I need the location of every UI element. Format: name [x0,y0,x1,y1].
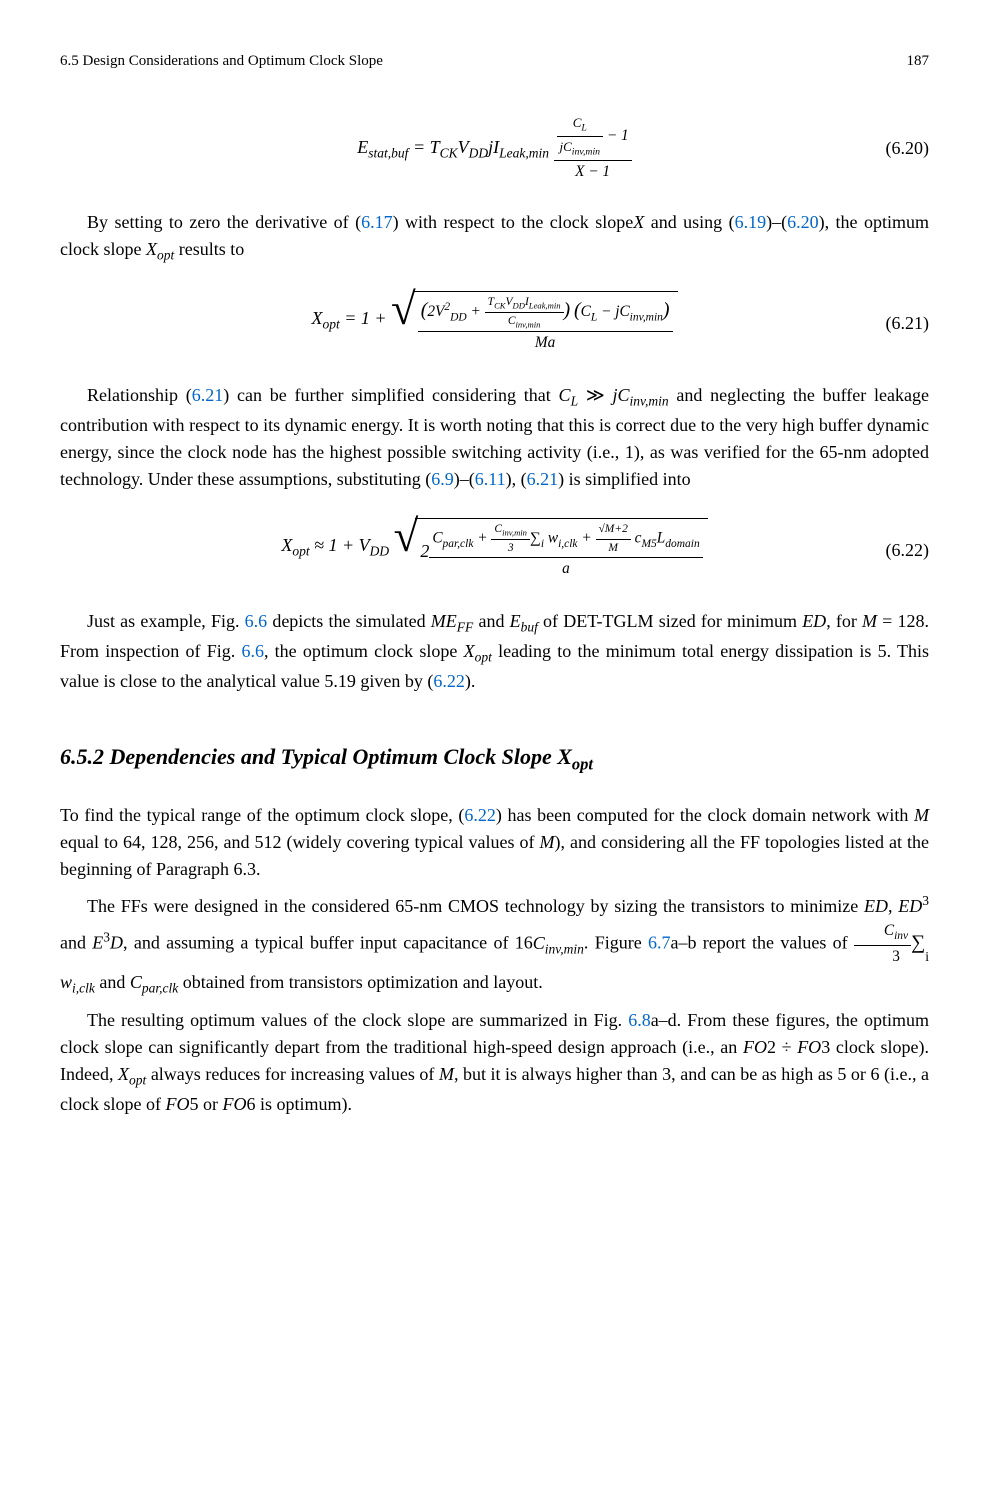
eq-number-6-20: (6.20) [886,135,930,162]
link-6-22[interactable]: 6.22 [433,671,465,691]
header-right: 187 [907,50,930,73]
link-fig-6-6a[interactable]: 6.6 [245,611,268,631]
link-6-11[interactable]: 6.11 [475,469,506,489]
section-heading-6-5-2: 6.5.2 Dependencies and Typical Optimum C… [60,740,929,777]
link-fig-6-8[interactable]: 6.8 [628,1010,651,1030]
link-6-21a[interactable]: 6.21 [192,385,224,405]
link-6-17[interactable]: 6.17 [361,212,393,232]
paragraph-1: By setting to zero the derivative of (6.… [60,209,929,266]
eq-number-6-21: (6.21) [886,310,930,337]
equation-6-22: Xopt ≈ 1 + VDD √ 2 Cpar,clk + Cinv,min3∑… [60,518,929,583]
paragraph-4: To find the typical range of the optimum… [60,802,929,883]
paragraph-5: The FFs were designed in the considered … [60,891,929,999]
link-6-9[interactable]: 6.9 [431,469,454,489]
paragraph-6: The resulting optimum values of the cloc… [60,1007,929,1118]
equation-6-20: Estat,buf = TCKVDDjILeak,min CLjCinv,min… [60,113,929,184]
link-6-19[interactable]: 6.19 [735,212,767,232]
link-fig-6-6b[interactable]: 6.6 [241,641,264,661]
page-header: 6.5 Design Considerations and Optimum Cl… [60,50,929,73]
link-6-22b[interactable]: 6.22 [464,805,496,825]
link-6-20[interactable]: 6.20 [787,212,819,232]
paragraph-3: Just as example, Fig. 6.6 depicts the si… [60,608,929,695]
link-6-21b[interactable]: 6.21 [527,469,559,489]
link-fig-6-7[interactable]: 6.7 [648,933,671,953]
paragraph-2: Relationship (6.21) can be further simpl… [60,382,929,493]
equation-6-21: Xopt = 1 + √ (2V2DD + TCKVDDILeak,minCin… [60,291,929,357]
eq-number-6-22: (6.22) [886,537,930,564]
header-left: 6.5 Design Considerations and Optimum Cl… [60,50,383,73]
